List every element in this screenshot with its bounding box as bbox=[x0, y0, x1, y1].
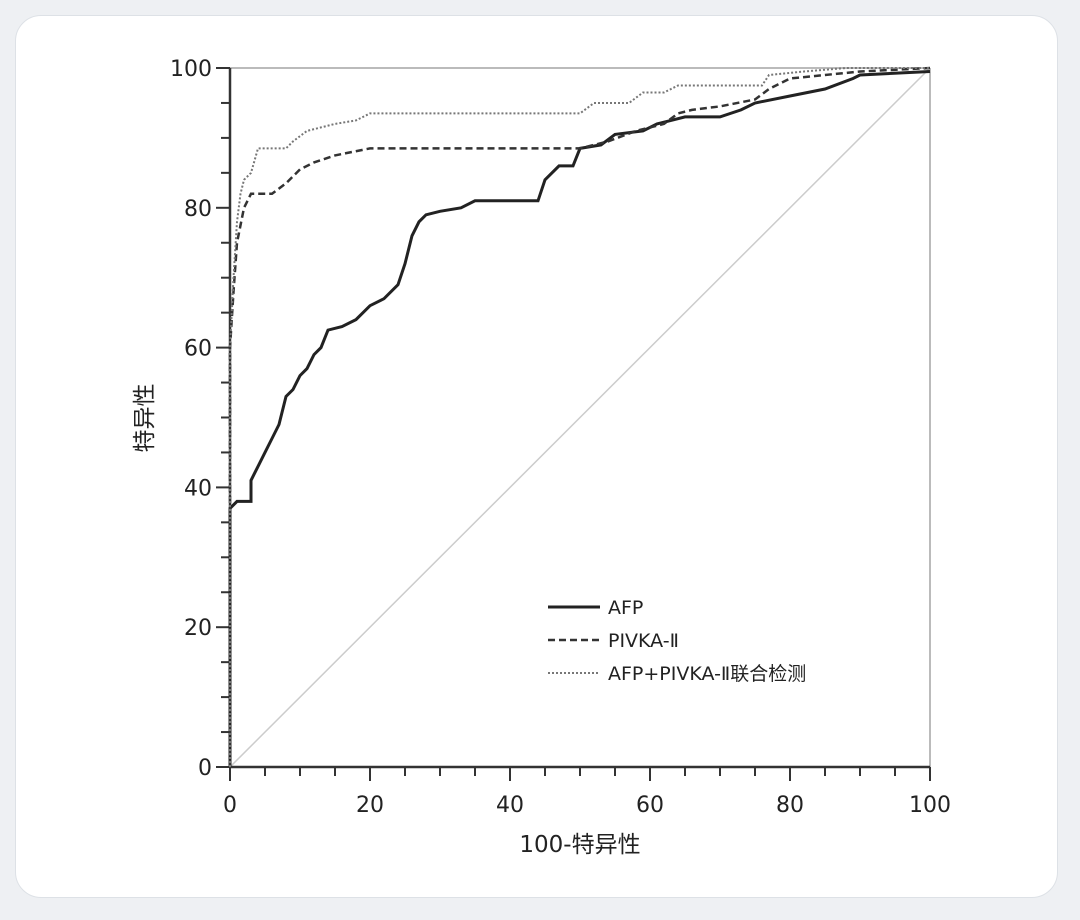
y-tick-label: 0 bbox=[198, 756, 212, 781]
y-tick-label: 60 bbox=[184, 337, 212, 362]
series-line-1 bbox=[228, 66, 931, 767]
x-tick-label: 100 bbox=[909, 793, 951, 818]
reference-diagonal bbox=[229, 67, 931, 768]
y-tick-label: 20 bbox=[184, 616, 212, 641]
x-tick-label: 80 bbox=[776, 793, 804, 818]
chart-card bbox=[15, 15, 1058, 898]
x-tick-label: 40 bbox=[496, 793, 524, 818]
x-tick-label: 60 bbox=[636, 793, 664, 818]
y-tick-label: 100 bbox=[170, 57, 212, 82]
y-axis-label: 特异性 bbox=[132, 384, 158, 453]
legend-label-0: AFP bbox=[608, 597, 643, 619]
x-tick-label: 0 bbox=[223, 793, 237, 818]
legend-label-1: PIVKA-Ⅱ bbox=[608, 630, 679, 652]
legend-label-2: AFP+PIVKA-Ⅱ联合检测 bbox=[608, 663, 806, 685]
y-tick-label: 80 bbox=[184, 197, 212, 222]
series-line-2 bbox=[229, 67, 930, 767]
x-tick-label: 20 bbox=[356, 793, 384, 818]
x-axis-label: 100-特异性 bbox=[519, 832, 640, 858]
y-tick-label: 40 bbox=[184, 476, 212, 501]
series-line-0 bbox=[228, 70, 931, 767]
